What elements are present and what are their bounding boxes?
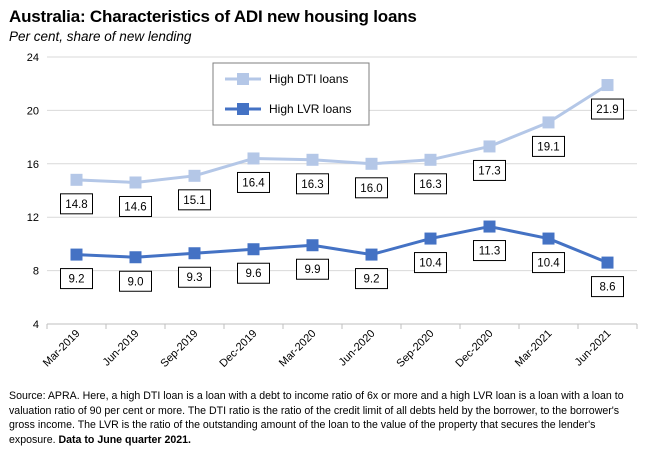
data-label-box xyxy=(532,135,565,157)
series-line xyxy=(76,225,609,264)
data-point xyxy=(483,220,496,233)
data-label: 16.4 xyxy=(242,177,265,189)
source-text: Source: APRA. Here, a high DTI loan is a… xyxy=(9,390,624,446)
series-line xyxy=(76,83,609,184)
data-label-box xyxy=(237,262,270,284)
data-point xyxy=(601,79,614,92)
data-point xyxy=(365,157,378,170)
data-label-box xyxy=(591,276,624,298)
data-label-box xyxy=(473,240,506,262)
data-label-box xyxy=(414,252,447,274)
data-point xyxy=(129,176,142,189)
data-point xyxy=(247,152,260,165)
data-point xyxy=(601,256,614,269)
chart-subtitle: Per cent, share of new lending xyxy=(9,29,192,44)
data-label: 15.1 xyxy=(183,195,205,207)
x-tick-label: Jun-2021 xyxy=(573,328,614,369)
data-point xyxy=(70,248,83,261)
legend-marker xyxy=(237,73,249,85)
y-tick-label: 12 xyxy=(27,212,39,224)
data-point xyxy=(129,251,142,264)
data-label: 9.6 xyxy=(246,268,262,280)
data-label: 16.3 xyxy=(301,179,323,191)
x-tick-label: Sep-2019 xyxy=(158,328,200,370)
data-label-box xyxy=(60,268,93,290)
x-tick-label: Sep-2020 xyxy=(394,328,436,370)
data-label: 9.2 xyxy=(364,274,380,286)
x-tick-label: Jun-2020 xyxy=(337,328,378,369)
series-high-lvr: 9.2 9.0 9.3 9.6 9.9 9.2 10.4 11.3 10.4 8.6 xyxy=(60,220,624,298)
data-label-box xyxy=(119,270,152,292)
data-label-box xyxy=(414,173,447,195)
y-tick-label: 20 xyxy=(27,105,39,117)
data-point xyxy=(306,153,319,166)
data-label: 8.6 xyxy=(600,282,616,294)
data-label: 14.6 xyxy=(124,201,146,213)
legend-label: High LVR loans xyxy=(269,102,352,116)
data-label: 10.4 xyxy=(419,258,442,270)
data-label-box xyxy=(355,268,388,290)
data-label: 9.3 xyxy=(187,272,203,284)
data-label: 14.8 xyxy=(65,199,87,211)
data-point xyxy=(188,169,201,182)
data-point xyxy=(483,140,496,153)
data-label: 16.3 xyxy=(419,179,441,191)
source-date-note: Data to June quarter 2021. xyxy=(58,433,191,446)
data-point xyxy=(365,248,378,261)
data-point xyxy=(188,247,201,260)
y-tick-label: 4 xyxy=(33,319,39,331)
data-point xyxy=(70,173,83,186)
data-label: 9.9 xyxy=(305,264,321,276)
x-tick-label: Dec-2019 xyxy=(217,328,259,370)
x-tick-label: Mar-2019 xyxy=(41,328,83,370)
data-label: 16.0 xyxy=(360,183,382,195)
data-label-box xyxy=(355,177,388,199)
chart-title: Australia: Characteristics of ADI new ho… xyxy=(9,7,417,26)
data-label-box xyxy=(237,171,270,193)
data-point xyxy=(424,232,437,245)
data-label: 17.3 xyxy=(478,165,500,177)
legend-label: High DTI loans xyxy=(269,72,348,86)
series-group: 14.8 14.6 15.1 16.4 16.3 16.0 16.3 17.3 19.1 21.9… xyxy=(60,79,624,298)
source-note: Source: APRA. Here, a high DTI loan is a… xyxy=(9,389,641,447)
data-label-box xyxy=(591,98,624,120)
data-label: 11.3 xyxy=(479,246,501,258)
data-point xyxy=(306,239,319,252)
data-label-box xyxy=(60,193,93,215)
y-tick-label: 16 xyxy=(27,159,39,171)
line-chart: 4 8 12 16 20 24 Mar-2019 Jun-2019 Sep-2019 Dec-20… xyxy=(27,52,638,370)
data-label: 19.1 xyxy=(537,141,559,153)
data-label-box xyxy=(178,189,211,211)
data-label: 21.9 xyxy=(596,104,618,116)
data-label-box xyxy=(532,252,565,274)
data-label-box xyxy=(178,266,211,288)
x-tick-label: Dec-2020 xyxy=(453,328,495,370)
y-tick-label: 24 xyxy=(27,52,39,64)
data-point xyxy=(542,232,555,245)
data-point xyxy=(424,153,437,166)
x-tick-label: Jun-2019 xyxy=(101,328,142,369)
data-label-box xyxy=(473,159,506,181)
data-label-box xyxy=(296,258,329,280)
legend: High DTI loans High LVR loans xyxy=(212,62,370,126)
y-tick-label: 8 xyxy=(33,266,39,278)
data-point xyxy=(542,116,555,129)
data-label-box xyxy=(296,173,329,195)
data-label: 9.0 xyxy=(128,276,144,288)
data-point xyxy=(247,243,260,256)
data-label: 9.2 xyxy=(69,274,85,286)
x-tick-label: Mar-2021 xyxy=(513,328,555,370)
series-high-dti: 14.8 14.6 15.1 16.4 16.3 16.0 16.3 17.3 19.1 21.9 xyxy=(60,79,624,217)
legend-marker xyxy=(237,103,249,115)
x-tick-label: Mar-2020 xyxy=(277,328,319,370)
data-label: 10.4 xyxy=(537,258,560,270)
data-label-box xyxy=(119,195,152,217)
